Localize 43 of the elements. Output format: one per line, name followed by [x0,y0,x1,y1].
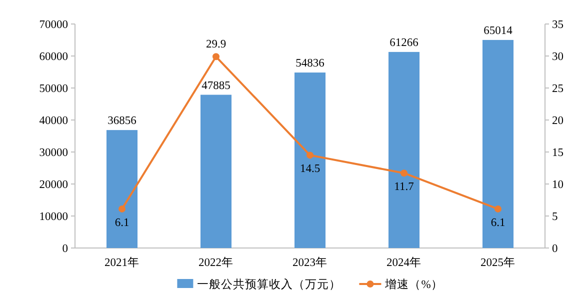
y-tick-label: 50000 [39,83,68,95]
data-label: 54836 [296,58,325,70]
y2-tick-label: 20 [552,115,564,127]
data-label: 47885 [202,80,231,92]
data-label: 6.1 [490,216,506,229]
y2-tick-label: 30 [552,51,564,63]
point [400,170,408,177]
data-label: 65014 [484,24,513,37]
y-tick-label: 20000 [39,179,68,191]
y2-tick-label: 35 [552,19,564,31]
point [118,205,126,212]
data-label: 11.7 [394,181,414,194]
y-tick-label: 30000 [39,147,68,159]
y-tick-label: 70000 [39,19,68,31]
legend-label: 一般公共预算收入（万元） [197,277,342,291]
data-label: 61266 [390,36,419,49]
bar [388,52,420,248]
y2-tick-label: 25 [552,83,564,95]
legend-label: 增速（%） [384,278,443,291]
y-tick-label: 40000 [39,115,68,127]
y-tick-label: 10000 [39,211,68,223]
x-tick-label: 2024年 [386,256,422,269]
y2-tick-label: 10 [552,179,564,191]
y2-tick-label: 0 [552,243,558,255]
data-label: 29.9 [206,38,226,51]
point [306,152,314,159]
bar [294,72,326,248]
data-label: 36856 [108,115,137,128]
bar [482,40,514,248]
x-tick-label: 2025年 [480,256,516,269]
bar [200,94,232,248]
point [494,205,502,212]
data-label: 14.5 [300,163,320,176]
point [212,53,220,60]
x-tick-label: 2023年 [292,256,328,269]
y-tick-label: 60000 [39,51,68,63]
y2-tick-label: 15 [552,147,564,159]
y-tick-label: 0 [62,243,68,255]
y2-tick-label: 5 [552,211,558,223]
data-label: 6.1 [114,216,130,229]
x-tick-label: 2021年 [104,256,140,269]
bar [106,130,138,248]
x-tick-label: 2022年 [198,256,234,269]
